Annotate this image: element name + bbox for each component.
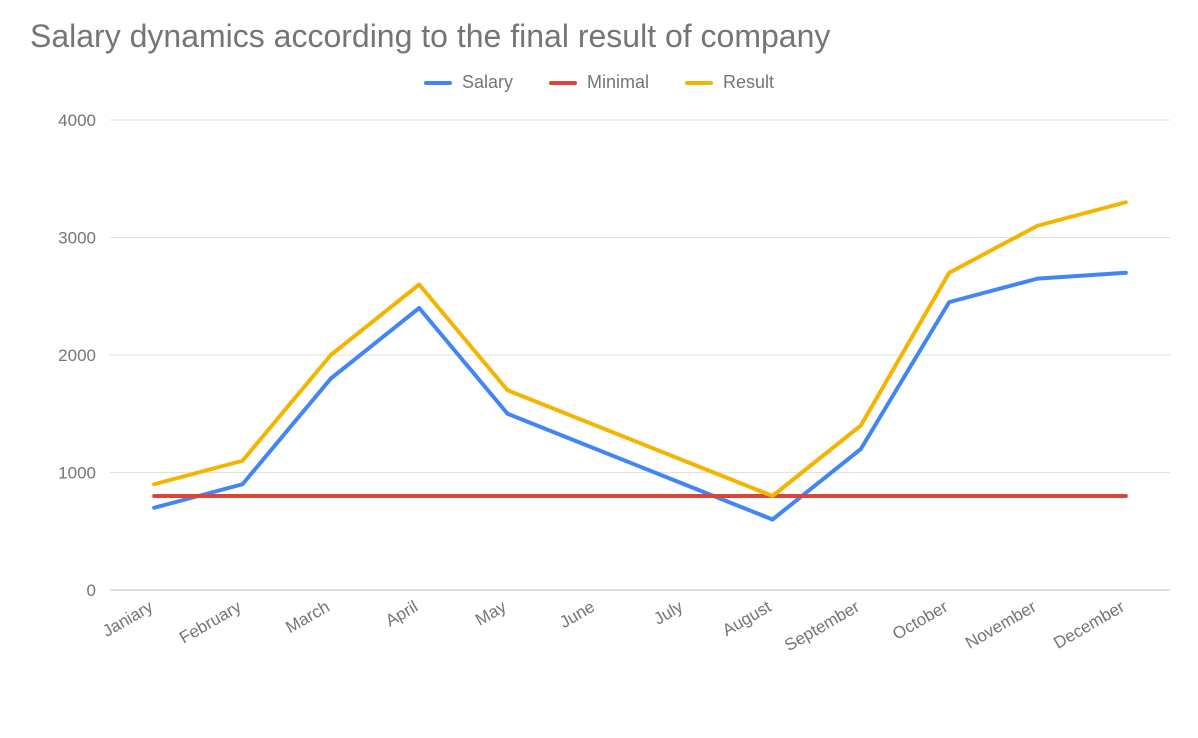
x-tick-label: March xyxy=(282,597,332,637)
y-axis-labels: 0 1000 2000 3000 4000 xyxy=(58,111,96,600)
plot-area: 0 1000 2000 3000 4000 Janiary February March Ap… xyxy=(0,0,1198,738)
series-lines xyxy=(154,202,1126,519)
y-tick-label: 2000 xyxy=(58,346,96,365)
x-tick-label: Janiary xyxy=(99,597,156,641)
x-tick-label: September xyxy=(781,597,863,655)
x-tick-label: November xyxy=(962,597,1040,653)
x-tick-label: October xyxy=(889,597,951,644)
series-result xyxy=(154,202,1126,496)
x-tick-label: February xyxy=(176,597,245,648)
series-salary xyxy=(154,273,1126,520)
x-tick-label: August xyxy=(719,597,775,640)
x-tick-label: June xyxy=(556,597,597,632)
y-tick-label: 1000 xyxy=(58,464,96,483)
x-tick-label: April xyxy=(382,597,421,630)
x-tick-label: December xyxy=(1050,597,1128,653)
x-tick-label: July xyxy=(650,597,686,629)
gridlines xyxy=(110,120,1170,590)
chart-container: Salary dynamics according to the final r… xyxy=(0,0,1198,738)
x-tick-label: May xyxy=(472,597,510,630)
x-axis-labels: Janiary February March April May June July Augu… xyxy=(99,597,1128,655)
y-tick-label: 3000 xyxy=(58,229,96,248)
y-tick-label: 0 xyxy=(87,581,96,600)
y-tick-label: 4000 xyxy=(58,111,96,130)
